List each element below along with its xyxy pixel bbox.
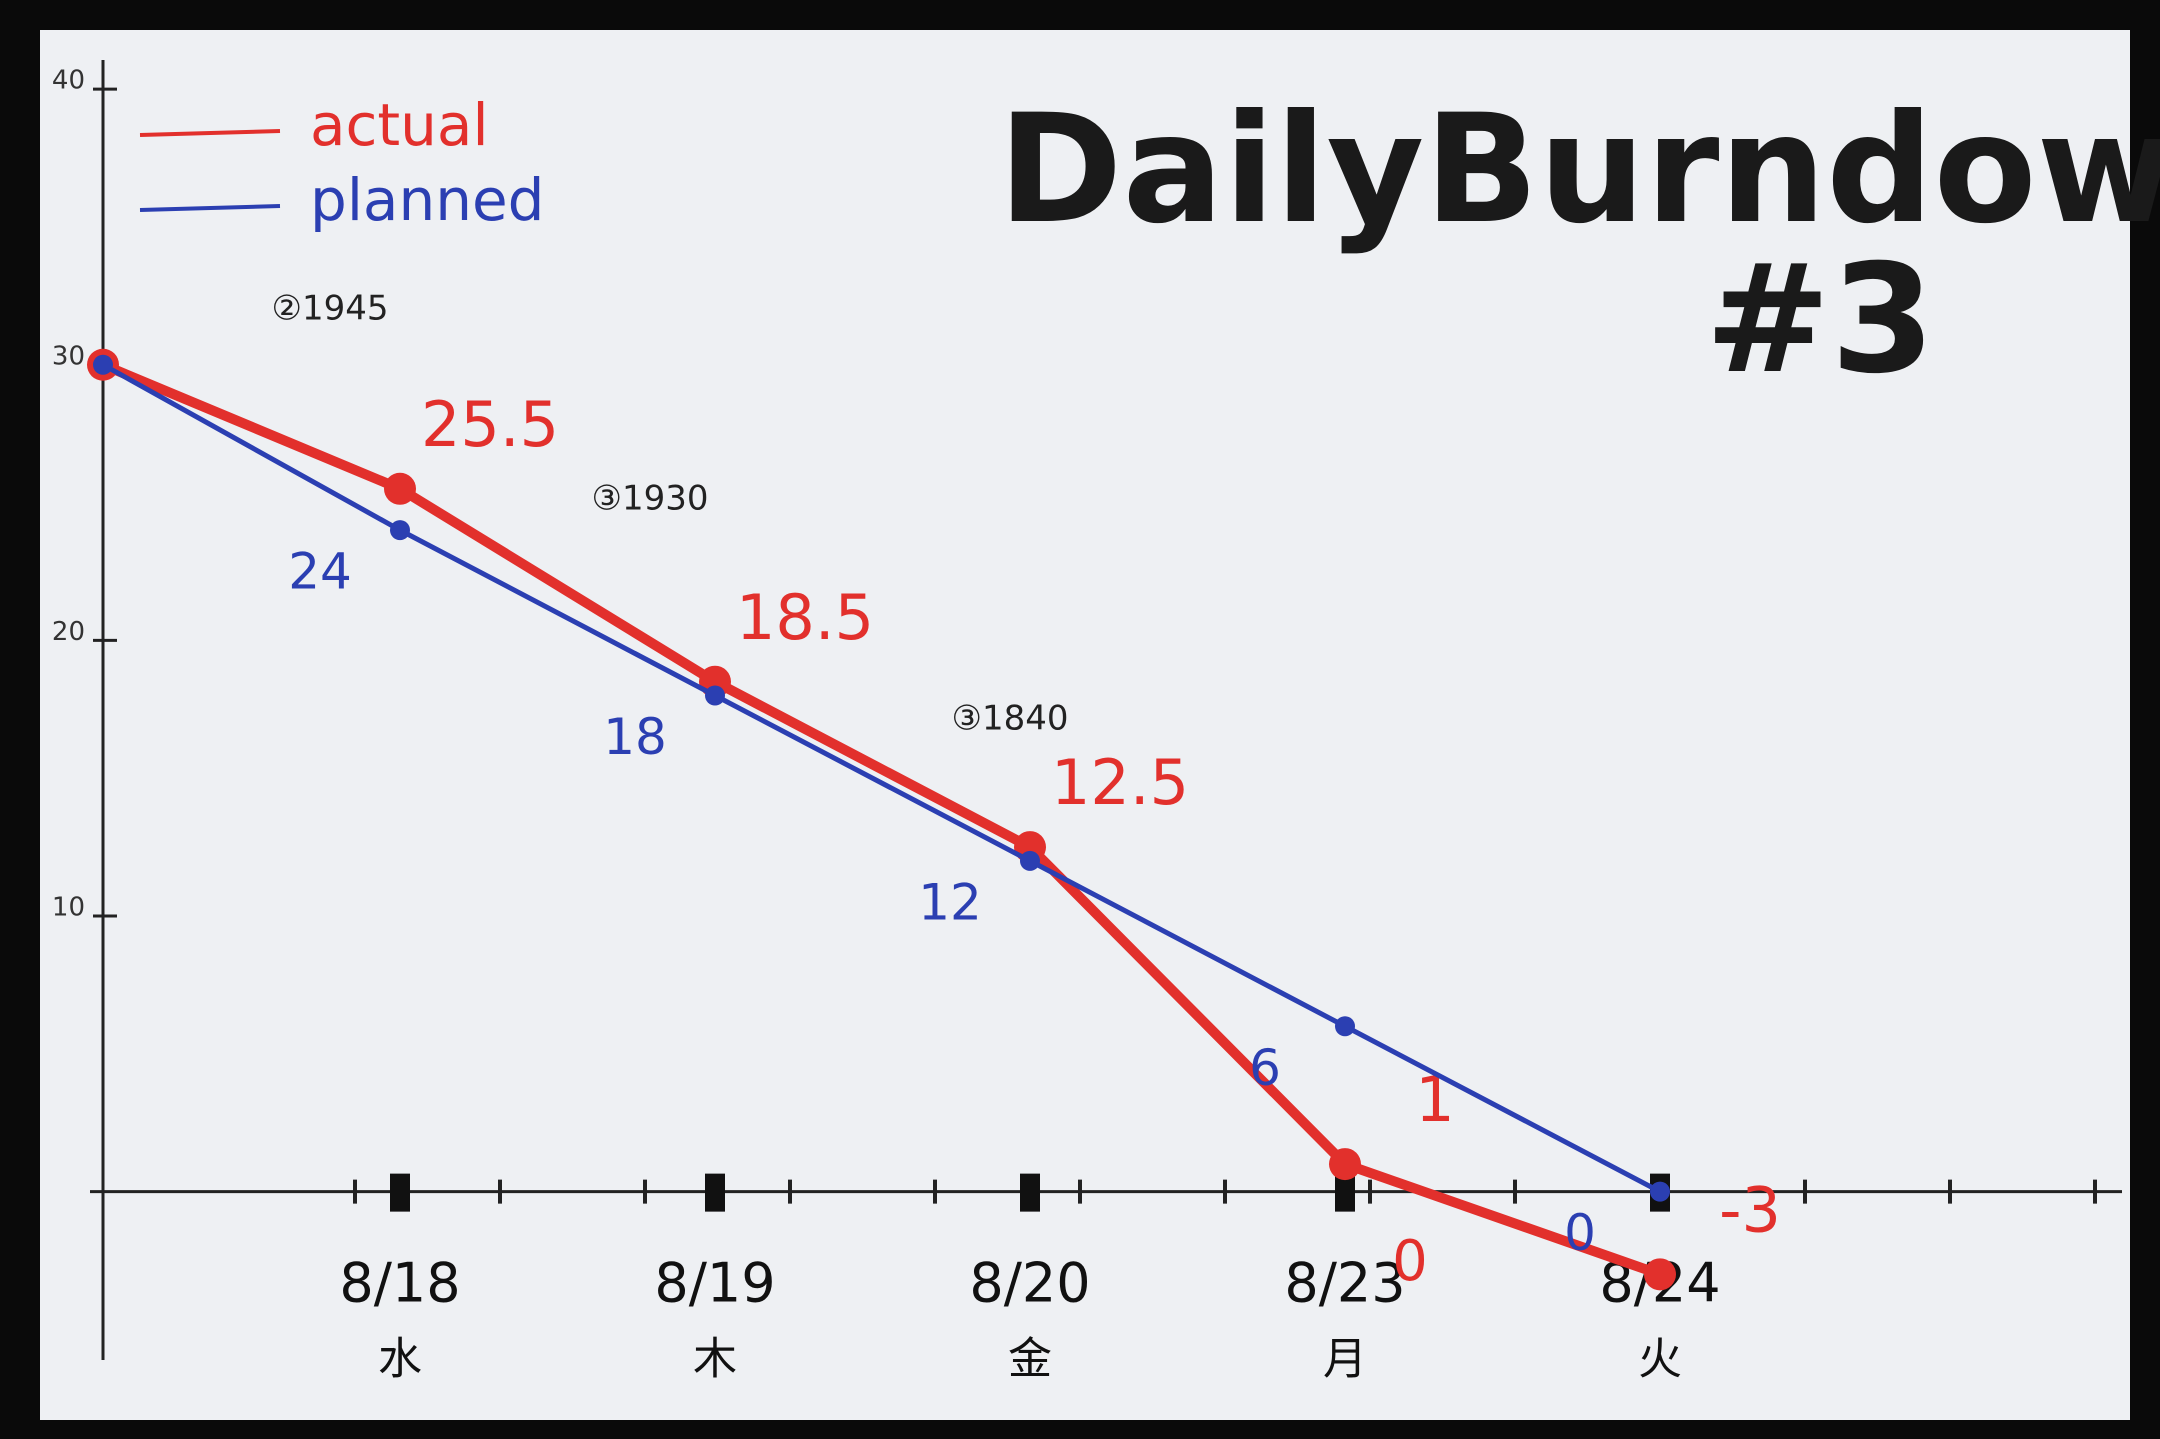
x-tick-label: 8/23 [1284, 1251, 1405, 1314]
legend-swatch [139, 204, 281, 212]
data-label: 25.5 [421, 388, 559, 461]
data-point [1650, 1181, 1670, 1202]
data-point [1644, 1258, 1676, 1291]
data-label: 6 [1249, 1039, 1281, 1097]
data-point [1329, 1148, 1361, 1181]
annotation: ②1945 [271, 289, 388, 329]
x-tick-label: 8/20 [969, 1251, 1090, 1314]
series-line [98, 359, 1665, 1280]
y-tick-label: 20 [52, 617, 85, 647]
data-point [93, 354, 113, 375]
x-tick [1020, 1173, 1040, 1212]
data-point [1335, 1016, 1355, 1037]
chart-subtitle: #3 [1705, 233, 1935, 407]
data-label: 12.5 [1051, 746, 1189, 819]
data-point [1020, 850, 1040, 871]
data-label: 18.5 [736, 581, 874, 654]
data-point [705, 685, 725, 706]
annotation: ③1930 [591, 479, 708, 519]
x-tick-label: 8/18 [339, 1251, 460, 1314]
weekday-label: 金 [1008, 1334, 1052, 1385]
x-tick [705, 1173, 725, 1212]
x-tick [390, 1173, 410, 1212]
y-tick-label: 30 [52, 341, 85, 371]
data-point [390, 520, 410, 541]
data-point [384, 472, 416, 505]
legend-label: planned [310, 166, 545, 234]
data-label: -3 [1719, 1173, 1781, 1246]
weekday-label: 水 [378, 1334, 422, 1385]
data-label: 18 [603, 708, 667, 766]
weekday-label: 火 [1638, 1334, 1682, 1385]
chart-title: DailyBurndown [998, 83, 2160, 257]
weekday-label: 月 [1323, 1334, 1367, 1385]
legend-swatch [139, 129, 281, 137]
data-label: 0 [1564, 1204, 1596, 1262]
y-tick-label: 40 [52, 66, 85, 96]
legend-label: actual [310, 91, 489, 159]
paper [40, 30, 2130, 1420]
annotation: ③1840 [951, 699, 1068, 739]
x-tick-label: 8/19 [654, 1251, 775, 1314]
weekday-label: 木 [693, 1334, 737, 1385]
x-tick [1335, 1173, 1355, 1212]
series-line [100, 362, 1663, 1195]
data-label: 12 [918, 873, 982, 931]
annotation: 0 [1392, 1229, 1428, 1294]
y-tick-label: 10 [52, 893, 85, 923]
data-label: 24 [288, 543, 352, 601]
